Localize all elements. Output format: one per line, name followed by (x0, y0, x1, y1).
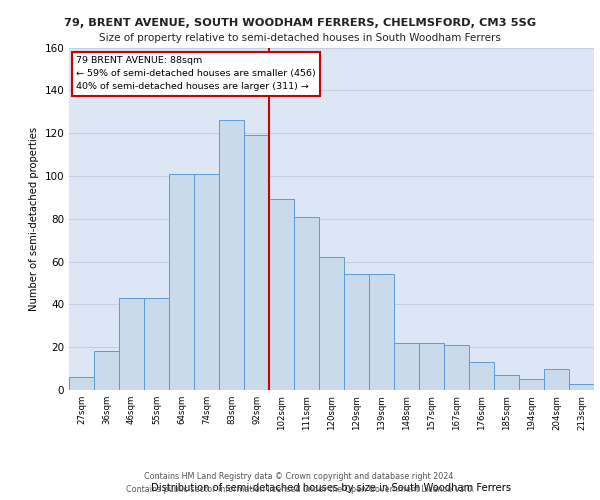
Bar (69, 377, 94, 390)
Bar (369, 274, 394, 390)
Bar (169, 174, 194, 390)
Bar (494, 375, 519, 390)
Bar (419, 343, 444, 390)
Bar (469, 362, 494, 390)
Bar (519, 380, 544, 390)
Bar (244, 136, 269, 390)
Text: 79, BRENT AVENUE, SOUTH WOODHAM FERRERS, CHELMSFORD, CM3 5SG: 79, BRENT AVENUE, SOUTH WOODHAM FERRERS,… (64, 18, 536, 28)
Bar (119, 298, 144, 390)
Bar (194, 174, 219, 390)
Bar (144, 298, 169, 390)
X-axis label: Distribution of semi-detached houses by size in South Woodham Ferrers: Distribution of semi-detached houses by … (151, 482, 512, 492)
Bar (544, 368, 569, 390)
Bar (319, 258, 344, 390)
Y-axis label: Number of semi-detached properties: Number of semi-detached properties (29, 126, 39, 311)
Text: Size of property relative to semi-detached houses in South Woodham Ferrers: Size of property relative to semi-detach… (99, 33, 501, 43)
Bar (294, 216, 319, 390)
Bar (219, 120, 244, 390)
Bar (444, 345, 469, 390)
Bar (394, 343, 419, 390)
Bar (344, 274, 369, 390)
Text: Contains HM Land Registry data © Crown copyright and database right 2024.
Contai: Contains HM Land Registry data © Crown c… (126, 472, 474, 494)
Bar (94, 352, 119, 390)
Bar (569, 384, 594, 390)
Text: 79 BRENT AVENUE: 88sqm
← 59% of semi-detached houses are smaller (456)
40% of se: 79 BRENT AVENUE: 88sqm ← 59% of semi-det… (76, 56, 316, 92)
Bar (269, 200, 294, 390)
